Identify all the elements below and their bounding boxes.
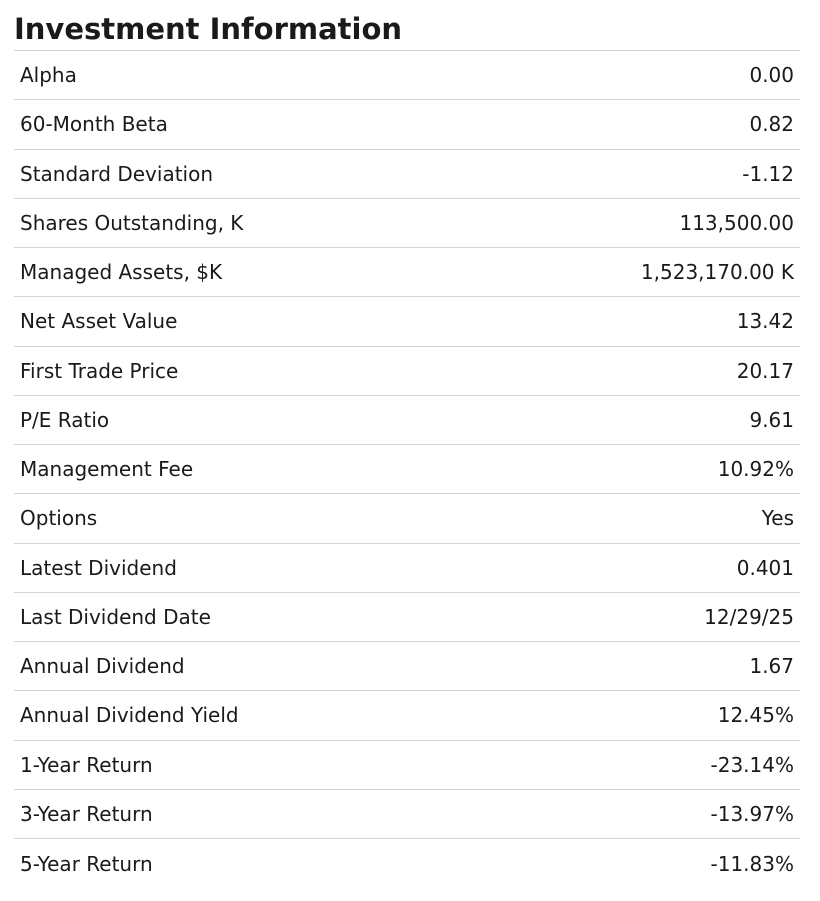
info-row: Latest Dividend 0.401 <box>14 544 800 593</box>
row-value: -13.97% <box>710 801 794 826</box>
row-value: -1.12 <box>742 161 794 186</box>
info-row: P/E Ratio 9.61 <box>14 396 800 445</box>
row-label: 60-Month Beta <box>20 112 168 137</box>
row-label: Options <box>20 506 98 531</box>
panel-title: Investment Information <box>14 0 800 51</box>
info-row: Annual Dividend Yield 12.45% <box>14 691 800 741</box>
info-row: Standard Deviation -1.12 <box>14 150 800 199</box>
row-value: 0.401 <box>736 555 794 580</box>
info-row: 3-Year Return -13.97% <box>14 790 800 839</box>
row-label: P/E Ratio <box>20 407 110 432</box>
row-value: 12.45% <box>717 703 794 728</box>
row-value: 113,500.00 <box>679 210 794 235</box>
row-value: 10.92% <box>717 457 794 482</box>
info-row: 1-Year Return -23.14% <box>14 741 800 790</box>
info-row: 5-Year Return -11.83% <box>14 839 800 888</box>
row-label: Latest Dividend <box>20 555 177 580</box>
row-label: 1-Year Return <box>20 752 153 777</box>
investment-info-list: Alpha 0.00 60-Month Beta 0.82 Standard Devia… <box>14 51 800 888</box>
info-row: Managed Assets, $K 1,523,170.00 K <box>14 248 800 298</box>
row-label: First Trade Price <box>20 358 179 383</box>
info-row: Shares Outstanding, K 113,500.00 <box>14 199 800 248</box>
info-row: Options Yes <box>14 494 800 544</box>
row-value: -11.83% <box>710 851 794 876</box>
row-value: 0.00 <box>749 63 794 88</box>
row-label: Alpha <box>20 63 77 88</box>
info-row: Net Asset Value 13.42 <box>14 297 800 347</box>
row-label: 3-Year Return <box>20 801 153 826</box>
row-value: 12/29/25 <box>704 604 794 629</box>
row-label: 5-Year Return <box>20 851 153 876</box>
row-value: 13.42 <box>736 309 794 334</box>
info-row: Annual Dividend 1.67 <box>14 642 800 692</box>
info-row: 60-Month Beta 0.82 <box>14 100 800 150</box>
row-label: Last Dividend Date <box>20 604 211 629</box>
row-value: 1,523,170.00 K <box>640 260 794 285</box>
row-value: 0.82 <box>749 112 794 137</box>
info-row: First Trade Price 20.17 <box>14 347 800 396</box>
row-label: Managed Assets, $K <box>20 260 223 285</box>
row-label: Standard Deviation <box>20 161 214 186</box>
row-value: 1.67 <box>749 654 794 679</box>
row-value: Yes <box>761 506 794 531</box>
row-label: Management Fee <box>20 457 194 482</box>
info-row: Management Fee 10.92% <box>14 445 800 495</box>
info-row: Alpha 0.00 <box>14 51 800 101</box>
row-label: Annual Dividend <box>20 654 185 679</box>
row-label: Annual Dividend Yield <box>20 703 239 728</box>
row-label: Shares Outstanding, K <box>20 210 244 235</box>
info-row: Last Dividend Date 12/29/25 <box>14 593 800 642</box>
row-label: Net Asset Value <box>20 309 178 334</box>
row-value: 20.17 <box>736 358 794 383</box>
row-value: -23.14% <box>710 752 794 777</box>
row-value: 9.61 <box>749 407 794 432</box>
investment-information-panel: Investment Information Alpha 0.00 60-Month… <box>14 0 800 888</box>
